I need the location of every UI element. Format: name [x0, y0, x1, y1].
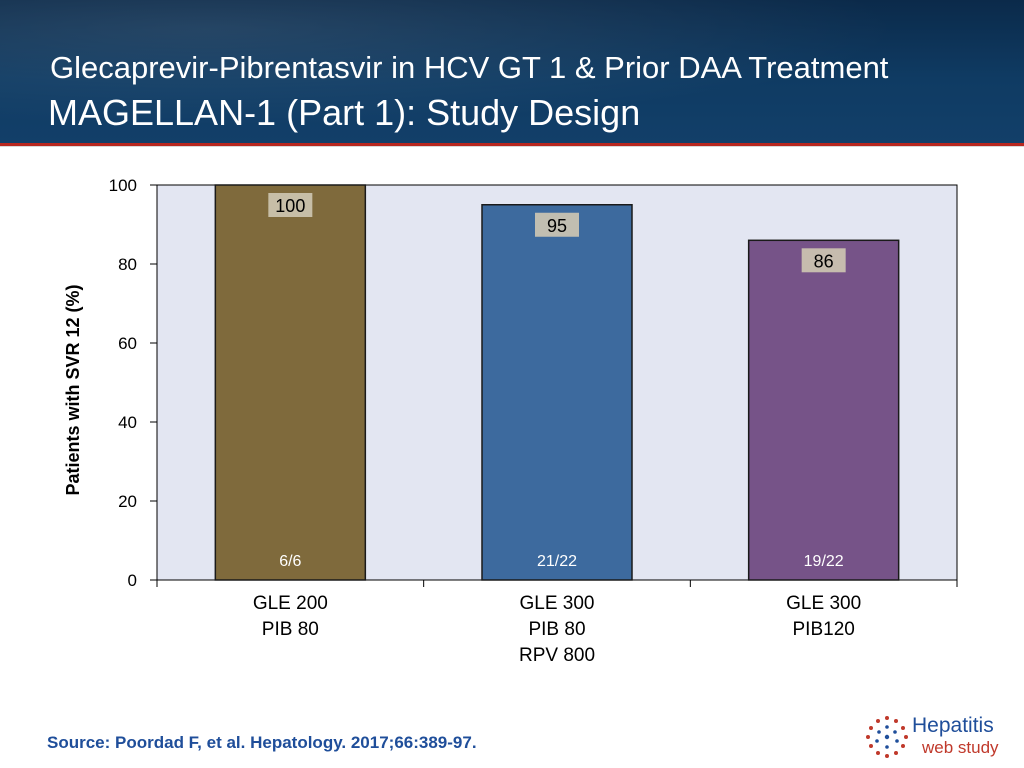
- header-divider: [0, 146, 1024, 147]
- header-accent-rule: [0, 143, 1024, 146]
- bar-count-label: 19/22: [804, 553, 844, 570]
- x-category-label: PIB120: [793, 619, 855, 640]
- x-category-label: GLE 200: [253, 593, 328, 614]
- slide-title: MAGELLAN-1 (Part 1): Study Design: [48, 92, 641, 133]
- y-tick-label: 80: [118, 255, 137, 274]
- x-category-label: PIB 80: [528, 619, 585, 640]
- bar-1: [214, 184, 367, 581]
- logo-wordmark-web-study: web study: [922, 738, 999, 757]
- y-tick-label: 20: [118, 492, 137, 511]
- bar-value-label: 100: [275, 196, 305, 216]
- dotted-sphere-icon: [866, 716, 908, 758]
- y-tick-label: 40: [118, 413, 137, 432]
- y-tick-label: 60: [118, 334, 137, 353]
- bar-2: [481, 204, 633, 581]
- x-category-label: GLE 300: [520, 593, 595, 614]
- bar-value-label-box: [801, 248, 846, 273]
- bar-value-label: 95: [547, 216, 567, 236]
- bar-value-label-box: [268, 193, 313, 217]
- x-category-label: PIB 80: [262, 619, 319, 640]
- hepatitis-web-study-logo: Hepatitis web study: [864, 712, 1014, 762]
- y-tick-label: 100: [109, 176, 137, 195]
- header-glow: [0, 0, 1024, 143]
- bar-value-label: 86: [814, 251, 834, 271]
- x-category-label: RPV 800: [519, 645, 595, 666]
- bar-3: [747, 239, 900, 581]
- bar-count-label: 21/22: [537, 553, 577, 570]
- y-axis-label: Patients with SVR 12 (%): [63, 284, 83, 495]
- svr12-bar-chart: 0 20 40 60 80 100 100 6/6 GLE 200 PIB 80 95 21/22 GL…: [63, 176, 958, 666]
- bar-count-label: 6/6: [279, 553, 301, 570]
- y-tick-label: 0: [128, 571, 137, 590]
- logo-wordmark-hepatitis: Hepatitis: [912, 714, 994, 737]
- slide-subtitle: Glecaprevir-Pibrentasvir in HCV GT 1 & P…: [50, 50, 889, 85]
- x-category-label: GLE 300: [786, 593, 861, 614]
- slide-header: Glecaprevir-Pibrentasvir in HCV GT 1 & P…: [0, 0, 1024, 143]
- bar-value-label-box: [535, 212, 579, 237]
- source-citation: Source: Poordad F, et al. Hepatology. 20…: [47, 733, 477, 752]
